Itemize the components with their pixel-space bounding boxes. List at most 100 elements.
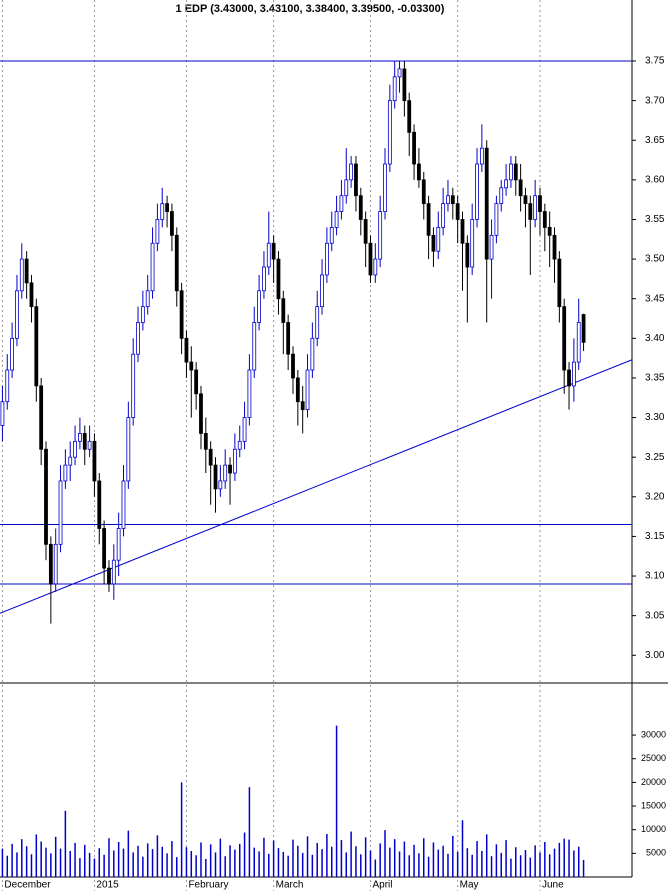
candle-body (82, 433, 87, 450)
candle-body (223, 464, 228, 482)
candle-body (383, 163, 387, 212)
candle-body (203, 433, 208, 450)
candle-body (170, 211, 174, 236)
candle-body (339, 195, 344, 212)
candle-body (286, 322, 291, 355)
candle-body (489, 234, 494, 260)
candle-body (465, 242, 470, 268)
candle-body (571, 361, 576, 387)
candle-body (199, 393, 203, 434)
candle-body (412, 131, 416, 165)
y-tick-label: 3.50 (645, 254, 665, 265)
y-tick-label: 3.65 (645, 135, 665, 146)
candle-body (78, 433, 82, 442)
candle-body (344, 179, 349, 197)
volume-tick-label: 20000 (641, 777, 666, 787)
candle-body (358, 195, 363, 220)
candle-body (165, 203, 169, 212)
candle-body (305, 369, 310, 411)
candle-body (121, 480, 126, 529)
y-tick-label: 3.15 (645, 531, 665, 542)
volume-tick-label: 5000 (646, 848, 666, 858)
candle-body (53, 543, 58, 585)
candle-body (373, 258, 378, 276)
candle-body (252, 322, 257, 371)
candle-body (329, 227, 334, 244)
volume-tick-label: 30000 (641, 729, 666, 739)
candle-body (92, 440, 97, 482)
candle-body (44, 448, 48, 545)
candle-body (402, 68, 407, 102)
candle-body (567, 369, 571, 387)
candle-body (509, 163, 513, 181)
volume-tick-label: 25000 (641, 753, 666, 763)
candle-body (10, 337, 15, 371)
candle-body (397, 68, 402, 78)
candle-body (387, 100, 392, 165)
candle-body (562, 306, 567, 371)
candle-body (315, 306, 320, 339)
candle-body (5, 369, 10, 403)
x-tick-label: December (4, 880, 51, 891)
candle-body (310, 337, 315, 371)
candle-body (334, 211, 339, 228)
candle-body (542, 211, 547, 228)
candle-body (368, 242, 373, 276)
x-tick-label: April (372, 880, 392, 891)
candle-body (533, 195, 538, 220)
candle-body (0, 401, 5, 426)
candle-body (73, 440, 77, 458)
x-tick-label: 2015 (96, 880, 119, 891)
candle-body (213, 464, 218, 490)
candle-body (494, 203, 499, 236)
candle-body (281, 298, 286, 323)
candle-body (513, 163, 518, 181)
candle-body (111, 559, 116, 585)
candle-body (354, 163, 358, 197)
candle-body (232, 448, 237, 474)
y-tick-label: 3.70 (645, 95, 665, 106)
candle-body (276, 258, 281, 300)
x-tick-label: May (460, 880, 479, 891)
candle-body (155, 219, 160, 244)
candle-body (29, 282, 34, 308)
candle-body (228, 464, 232, 474)
candle-body (518, 179, 523, 197)
candle-body (179, 290, 184, 339)
candle-body (547, 227, 552, 236)
candle-body (58, 480, 63, 545)
candle-body (499, 187, 504, 205)
candle-body (431, 234, 436, 252)
candle-body (538, 195, 542, 212)
candle-body (407, 100, 412, 133)
candle-body (107, 567, 111, 585)
y-tick-label: 3.25 (645, 452, 665, 463)
y-tick-label: 3.35 (645, 373, 665, 384)
y-tick-label: 3.40 (645, 333, 665, 344)
candle-body (291, 353, 295, 379)
candle-body (552, 234, 557, 260)
candle-body (349, 163, 354, 181)
candle-body (446, 195, 450, 205)
candle-body (271, 242, 276, 260)
candle-body (131, 353, 136, 418)
candle-body (324, 242, 329, 276)
candle-body (417, 163, 421, 181)
y-tick-label: 3.30 (645, 412, 665, 423)
candle-body (97, 480, 102, 529)
candle-body (116, 528, 121, 561)
y-tick-label: 3.55 (645, 214, 665, 225)
candle-body (247, 369, 252, 418)
trendline (0, 359, 633, 614)
y-tick-label: 3.45 (645, 293, 665, 304)
candle-body (208, 448, 213, 466)
candle-body (262, 266, 266, 292)
chart-title: 1 EDP (3.43000, 3.43100, 3.38400, 3.3950… (176, 3, 445, 15)
candle-body (102, 528, 107, 569)
candle-body (15, 290, 19, 339)
candle-body (237, 440, 242, 450)
candle-body (63, 464, 68, 482)
candle-body (194, 369, 199, 395)
candle-body (523, 195, 528, 205)
